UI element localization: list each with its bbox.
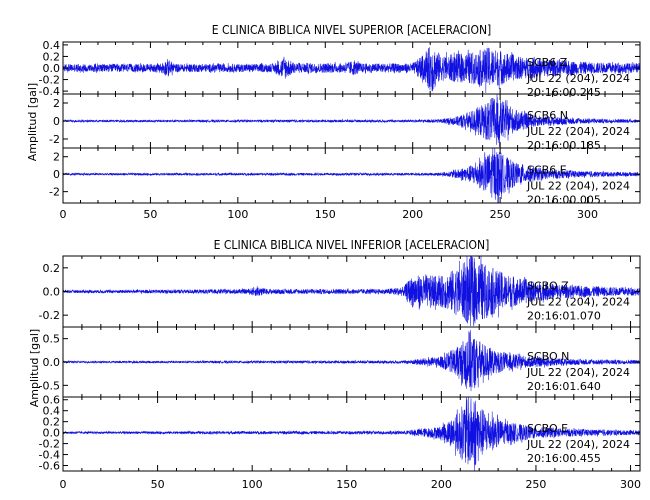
- waveform-trace: [62, 396, 641, 472]
- date-label: JUL 22 (204), 2024: [526, 438, 630, 451]
- panel-frame: [62, 396, 641, 472]
- station-component-label: SCBO Z: [527, 280, 569, 293]
- chart-1: E CLINICA BIBLICA NIVEL SUPERIOR [ACELER…: [26, 23, 641, 221]
- y-axis-label: Amplitud [gal]: [26, 83, 39, 161]
- y-tick-label: 0.4: [43, 39, 61, 52]
- date-label: JUL 22 (204), 2024: [526, 72, 630, 85]
- chart-title: E CLINICA BIBLICA NIVEL SUPERIOR [ACELER…: [212, 23, 492, 37]
- panel-SCBO-Z: 0.2 0.0 -0.2 SCBO Z JUL 22 (204), 202420:16:…: [39, 255, 641, 328]
- y-tick-label: -0.4: [39, 449, 60, 462]
- y-tick-label: -0.6: [39, 460, 60, 473]
- x-tick-label: 250: [525, 478, 546, 491]
- waveform-trace: [62, 255, 641, 327]
- time-label: 20:16:01.070: [527, 310, 601, 323]
- station-component-label: SCB6 Z: [527, 56, 568, 69]
- x-tick-label: 200: [431, 478, 452, 491]
- x-tick-label: 50: [143, 208, 157, 221]
- x-tick-label: 150: [315, 208, 336, 221]
- x-tick-label: 150: [336, 478, 357, 491]
- panel-frame: [62, 147, 641, 204]
- time-label: 20:16:00.185: [527, 139, 601, 152]
- x-tick-label: 100: [227, 208, 248, 221]
- waveform-trace: [62, 47, 641, 93]
- y-tick-label: 0.2: [43, 262, 61, 275]
- waveform-trace: [62, 147, 641, 204]
- y-tick-label: 0.0: [43, 62, 61, 75]
- date-label: JUL 22 (204), 2024: [526, 366, 630, 379]
- y-tick-label: 0: [53, 168, 60, 181]
- time-label: 20:16:00.245: [527, 86, 601, 99]
- time-label: 20:16:00.455: [527, 452, 601, 465]
- y-tick-label: -0.2: [39, 74, 60, 87]
- panel-SCB6-Z: 0.40.20.0-0.2-0.4 SCB6 Z JUL 22 (204), 202…: [39, 39, 641, 99]
- time-label: 20:16:01.640: [527, 380, 601, 393]
- waveform-trace: [62, 93, 641, 148]
- date-label: JUL 22 (204), 2024: [526, 180, 630, 193]
- y-tick-label: -2: [49, 133, 60, 146]
- y-tick-label: 0.2: [43, 416, 61, 429]
- panel-SCBO-E: 0.60.40.20.0-0.2-0.4-0.6 SCBO E JUL 22 (20…: [39, 394, 641, 473]
- x-tick-label: 300: [577, 208, 598, 221]
- y-tick-label: 2: [53, 97, 60, 110]
- x-tick-label: 100: [242, 478, 263, 491]
- y-axis-label: Amplitud [gal]: [28, 329, 41, 407]
- station-component-label: SCBO N: [527, 350, 569, 363]
- y-tick-label: 0.0: [43, 427, 61, 440]
- y-tick-label: -0.2: [39, 309, 60, 322]
- y-tick-label: 0.4: [43, 405, 61, 418]
- chart-title: E CLINICA BIBLICA NIVEL INFERIOR [ACELER…: [214, 238, 490, 252]
- y-tick-label: -0.2: [39, 438, 60, 451]
- y-tick-label: 2: [53, 151, 60, 164]
- station-component-label: SCBO E: [527, 422, 568, 435]
- station-component-label: SCB6 N: [527, 109, 568, 122]
- station-component-label: SCB6 E: [527, 164, 567, 177]
- date-label: JUL 22 (204), 2024: [526, 125, 630, 138]
- waveform-trace: [62, 330, 641, 392]
- y-tick-label: 0.2: [43, 50, 61, 63]
- y-tick-label: -2: [49, 186, 60, 199]
- y-tick-label: 0.0: [43, 286, 61, 299]
- y-tick-label: 0.6: [43, 394, 61, 407]
- x-tick-label: 200: [402, 208, 423, 221]
- y-tick-label: 0: [53, 115, 60, 128]
- x-tick-label: 300: [620, 478, 641, 491]
- x-tick-label: 0: [60, 208, 67, 221]
- time-label: 20:16:00.005: [527, 194, 601, 207]
- x-tick-label: 50: [151, 478, 165, 491]
- y-tick-label: 0.0: [43, 356, 61, 369]
- x-tick-label: 250: [490, 208, 511, 221]
- x-tick-label: 0: [60, 478, 67, 491]
- chart-2: E CLINICA BIBLICA NIVEL INFERIOR [ACELER…: [28, 238, 641, 491]
- date-label: JUL 22 (204), 2024: [526, 296, 630, 309]
- y-tick-label: -0.5: [39, 379, 60, 392]
- y-tick-label: 0.5: [43, 333, 61, 346]
- y-tick-label: -0.4: [39, 85, 60, 98]
- panel-SCBO-N: 0.5 0.0 -0.5 SCBO N JUL 22 (204), 202420:16:…: [39, 326, 641, 398]
